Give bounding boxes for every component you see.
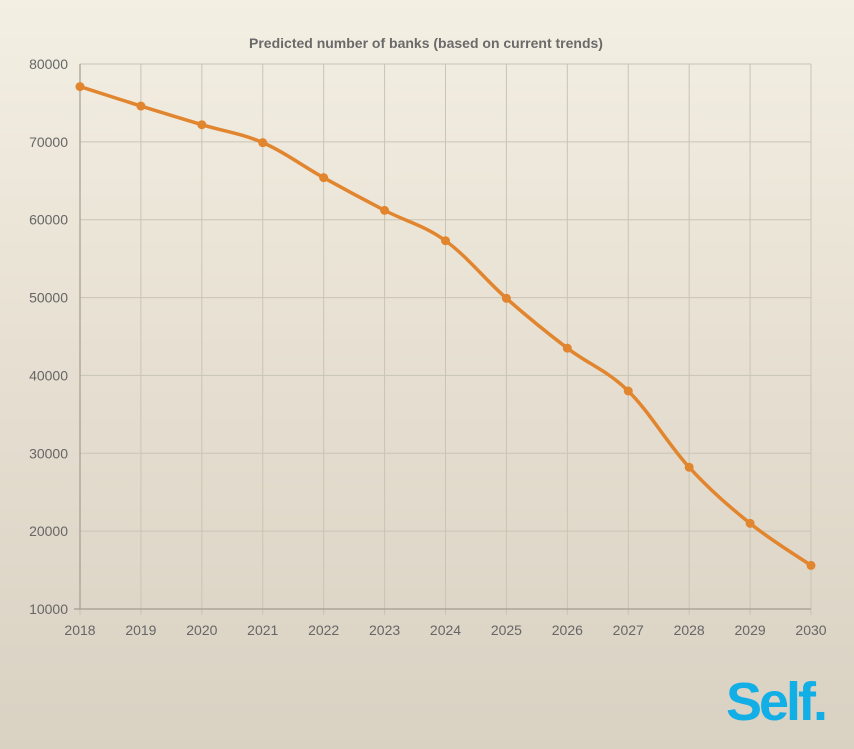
x-tick-label: 2025: [491, 622, 522, 638]
data-point: [806, 560, 816, 570]
data-point: [684, 462, 694, 472]
x-tick-label: 2026: [552, 622, 583, 638]
x-tick-label: 2029: [735, 622, 766, 638]
y-tick-label: 80000: [29, 56, 68, 72]
data-point: [380, 205, 390, 215]
x-tick-label: 2024: [430, 622, 461, 638]
y-tick-label: 10000: [29, 601, 68, 617]
x-tick-label: 2027: [613, 622, 644, 638]
data-point: [745, 518, 755, 528]
x-tick-label: 2023: [369, 622, 400, 638]
x-tick-label: 2021: [247, 622, 278, 638]
x-tick-label: 2022: [308, 622, 339, 638]
x-tick-label: 2018: [64, 622, 95, 638]
data-point: [441, 236, 450, 246]
y-tick-label: 50000: [29, 290, 68, 306]
data-point: [197, 120, 207, 130]
x-tick-label: 2019: [125, 622, 156, 638]
data-point: [623, 386, 633, 396]
y-tick-label: 40000: [29, 367, 68, 383]
x-tick-label: 2028: [674, 622, 705, 638]
x-axis-ticks: 2018 2019 2020 2021 2022 2023 2024 2025 2026 2027…: [64, 622, 826, 638]
data-point: [562, 343, 572, 353]
data-point: [75, 82, 85, 92]
x-tick-label: 2020: [186, 622, 217, 638]
y-tick-label: 60000: [29, 212, 68, 228]
data-point: [501, 293, 511, 303]
self-logo: Self.: [726, 672, 828, 732]
axes: [74, 64, 811, 610]
y-axis-ticks: 80000 70000 60000 50000 40000 30000 20000 10000: [29, 56, 68, 617]
chart-title: Predicted number of banks (based on curr…: [249, 35, 603, 51]
y-tick-label: 70000: [29, 134, 68, 150]
data-point: [258, 138, 268, 148]
data-point: [136, 101, 146, 111]
data-points: [75, 82, 816, 570]
y-tick-label: 30000: [29, 445, 68, 461]
data-point: [319, 173, 329, 183]
x-tick-label: 2030: [795, 622, 826, 638]
grid-lines: [79, 63, 812, 615]
y-tick-label: 20000: [29, 523, 68, 539]
